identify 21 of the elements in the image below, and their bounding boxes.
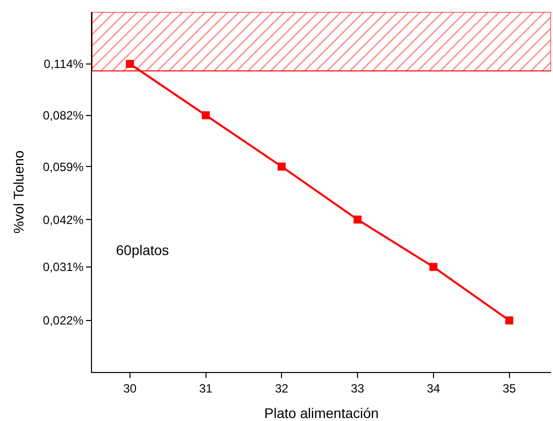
annotation: 60platos — [116, 242, 169, 258]
x-tick-label: 32 — [274, 381, 289, 396]
y-tick-label: 0,082% — [42, 108, 84, 122]
x-tick-label: 35 — [502, 381, 516, 396]
point — [126, 60, 134, 68]
y-tick-label: 0,022% — [42, 314, 84, 328]
x-tick-label: 34 — [426, 381, 440, 396]
y-tick-label: 0,042% — [42, 212, 84, 227]
x-tick-label: 33 — [350, 381, 365, 396]
y-tick-label: 0,031% — [42, 260, 84, 274]
point — [278, 162, 286, 171]
y-axis-title: %vol Tolueno — [10, 150, 26, 234]
point — [354, 216, 362, 224]
y-tick-label: 0,114% — [44, 57, 84, 72]
x-axis-title: Plato alimentación — [264, 405, 379, 421]
y-tick-label: 0,059% — [42, 160, 84, 174]
point — [429, 262, 438, 271]
x-tick-label: 30 — [123, 381, 137, 396]
point — [505, 316, 514, 324]
point — [202, 111, 210, 120]
x-tick-label: 31 — [199, 381, 213, 396]
